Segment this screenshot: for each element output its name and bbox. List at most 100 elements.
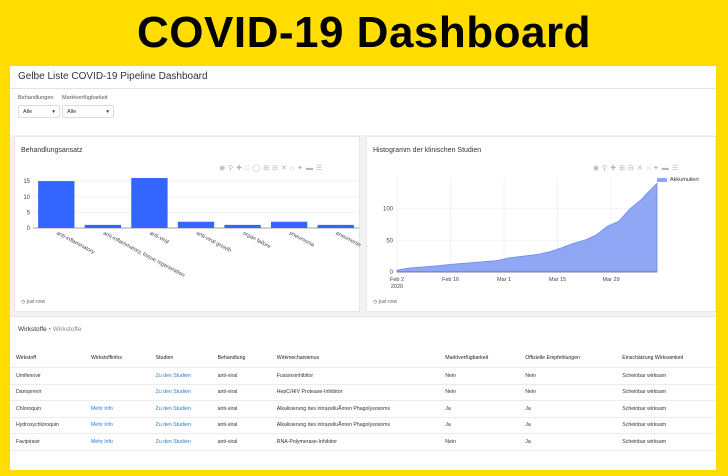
select-value: Alle — [23, 108, 33, 115]
reset-axes-icon[interactable]: ⌂ — [645, 165, 650, 172]
card-title: Behandlungsansatz — [21, 147, 83, 154]
table-cell: Ja — [519, 400, 617, 418]
table-row: Favipiravir Mehr Info Zu den Studien anti-v… — [10, 433, 716, 451]
box-select-icon[interactable]: □ — [245, 165, 250, 172]
bar-chart: 0 5 10 15 anti-inflammatory anti-inflammatory… — [23, 178, 361, 279]
table-cell: Ja — [519, 433, 617, 451]
table-row: Umifenovir Zu den Studien anti-viral Fusion… — [10, 367, 716, 385]
y-tick-label: 10 — [23, 195, 30, 201]
zoom-in-icon[interactable]: ⊞ — [619, 165, 625, 172]
table-cell: Scheinbar wirksam — [616, 400, 716, 418]
camera-icon[interactable]: ◉ — [219, 165, 226, 172]
column-header[interactable]: Behandlung — [211, 349, 271, 368]
spike-icon[interactable]: ✦ — [297, 165, 303, 172]
table-cell: Nein — [439, 433, 520, 451]
y-tick-label: 50 — [386, 238, 393, 244]
studies-link[interactable]: Zu den Studien — [149, 417, 212, 434]
y-tick-label: 0 — [27, 226, 31, 232]
autoscale-icon[interactable]: ✕ — [280, 165, 287, 172]
column-header[interactable]: Einschätzung Wirksamkeit — [616, 349, 716, 368]
filter-bar: Behandlungen Alle ▾ Marktverfügbarkeit A… — [10, 89, 716, 135]
table-cell: anti-viral — [211, 400, 271, 418]
column-header[interactable]: Wirkstoff — [10, 349, 85, 368]
table-title: Wirkstoffe • Wirkstoffe — [18, 326, 82, 333]
table-cell: Nein — [519, 384, 617, 401]
x-tick-label: Feb 16 — [442, 277, 459, 283]
more-info-link[interactable]: Mehr Info — [84, 417, 150, 434]
table-cell: Scheinbar wirksam — [616, 367, 716, 385]
column-header[interactable]: Marktverfügbarkeit — [439, 349, 520, 368]
studies-link[interactable]: Zu den Studien — [149, 384, 212, 401]
treatments-select[interactable]: Alle ▾ — [18, 105, 60, 118]
market-select[interactable]: Alle ▾ — [62, 105, 114, 118]
bar — [177, 221, 215, 228]
more-info-link[interactable]: Mehr Info — [84, 433, 150, 451]
bar — [38, 181, 75, 228]
pan-icon[interactable]: ✚ — [610, 165, 617, 172]
zoom-out-icon[interactable]: ⊟ — [628, 165, 634, 172]
bar — [317, 224, 354, 228]
zoom-out-icon[interactable]: ⊟ — [272, 165, 278, 172]
table-header-row: Wirkstoff Wirkstoffinfos Studien Behandlung… — [10, 349, 716, 368]
bar — [270, 221, 308, 228]
autoscale-icon[interactable]: ✕ — [636, 165, 643, 172]
reset-axes-icon[interactable]: ⌂ — [289, 165, 295, 172]
column-header[interactable]: Studien — [149, 349, 212, 368]
x-tick-label: Mar 15 — [549, 277, 566, 283]
table-cell: Danoprevir — [10, 384, 85, 401]
table-cell: anti-viral — [211, 384, 271, 401]
table-cell — [84, 384, 150, 401]
drugs-table: Wirkstoff Wirkstoffinfos Studien Behandlung… — [10, 349, 716, 451]
app-header: Gelbe Liste COVID-19 Pipeline Dashboard — [10, 66, 716, 89]
studies-link[interactable]: Zu den Studien — [149, 400, 212, 418]
table-cell: Scheinbar wirksam — [616, 433, 716, 451]
hover-closest-icon[interactable]: ▬ — [305, 165, 313, 172]
banner-title: COVID-19 Dashboard — [137, 8, 591, 57]
zoom-in-icon[interactable]: ⊞ — [263, 165, 270, 172]
table-row: Chloroquin Mehr Info Zu den Studien anti-vi… — [10, 400, 716, 418]
chart-legend[interactable]: Akkumuliert — [657, 177, 699, 183]
bar — [84, 224, 122, 228]
studies-link[interactable]: Zu den Studien — [149, 433, 212, 451]
x-tick-label: anti-viral — [148, 230, 169, 245]
bar — [224, 224, 261, 228]
zoom-icon[interactable]: ⚲ — [228, 165, 234, 172]
dashboard-frame: Gelbe Liste COVID-19 Pipeline Dashboard … — [10, 66, 716, 470]
filter-treatments: Behandlungen Alle ▾ — [18, 95, 60, 118]
column-header[interactable]: Wirkstoffinfos — [84, 349, 150, 368]
table-subtitle: Wirkstoffe — [52, 326, 82, 333]
table-cell: Alkalisierung des intrazelluÃ¤ren Phagol… — [270, 417, 440, 434]
hover-closest-icon[interactable]: ▬ — [661, 165, 669, 172]
pan-icon[interactable]: ✚ — [236, 165, 243, 172]
app-title: Gelbe Liste COVID-19 Pipeline Dashboard — [18, 71, 208, 82]
studies-link[interactable]: Zu den Studien — [149, 367, 212, 385]
more-info-link[interactable]: Mehr Info — [84, 400, 150, 418]
x-tick-label: Mar 29 — [603, 277, 620, 283]
table-cell: Ja — [519, 417, 617, 434]
table-cell: anti-viral — [211, 417, 271, 434]
table-row: Danoprevir Zu den Studien anti-viral HepC/H… — [10, 384, 716, 401]
filter-label: Marktverfügbarkeit — [62, 95, 108, 101]
x-tick-label: anti-viral growth — [195, 230, 232, 254]
legend-swatch — [657, 178, 667, 182]
camera-icon[interactable]: ◉ — [593, 165, 600, 172]
y-tick-label: 100 — [383, 207, 394, 213]
table-cell — [84, 367, 150, 385]
lasso-icon[interactable]: ◯ — [252, 165, 261, 172]
table-cell: Favipiravir — [10, 433, 85, 451]
spike-icon[interactable]: ✦ — [652, 165, 659, 172]
select-value: Alle — [67, 108, 77, 115]
hover-compare-icon[interactable]: ☰ — [671, 165, 679, 172]
chart-toolbar: ◉ ⚲ ✚ ⊞ ⊟ ✕ ⌂ ✦ ▬ ☰ — [593, 165, 678, 173]
hover-compare-icon[interactable]: ☰ — [315, 165, 323, 172]
table-cell: Nein — [519, 367, 617, 385]
x-tick-label: 2020 — [391, 284, 403, 290]
legend-label: Akkumuliert — [670, 177, 699, 183]
column-header[interactable]: Wirkmechanismus — [270, 349, 440, 368]
table-cell: Chloroquin — [10, 400, 85, 418]
filter-market: Marktverfügbarkeit Alle ▾ — [62, 95, 114, 118]
column-header[interactable]: Offizielle Empfehlungen — [519, 349, 617, 368]
x-tick-label: pneumonie — [335, 230, 361, 248]
zoom-icon[interactable]: ⚲ — [602, 165, 608, 172]
